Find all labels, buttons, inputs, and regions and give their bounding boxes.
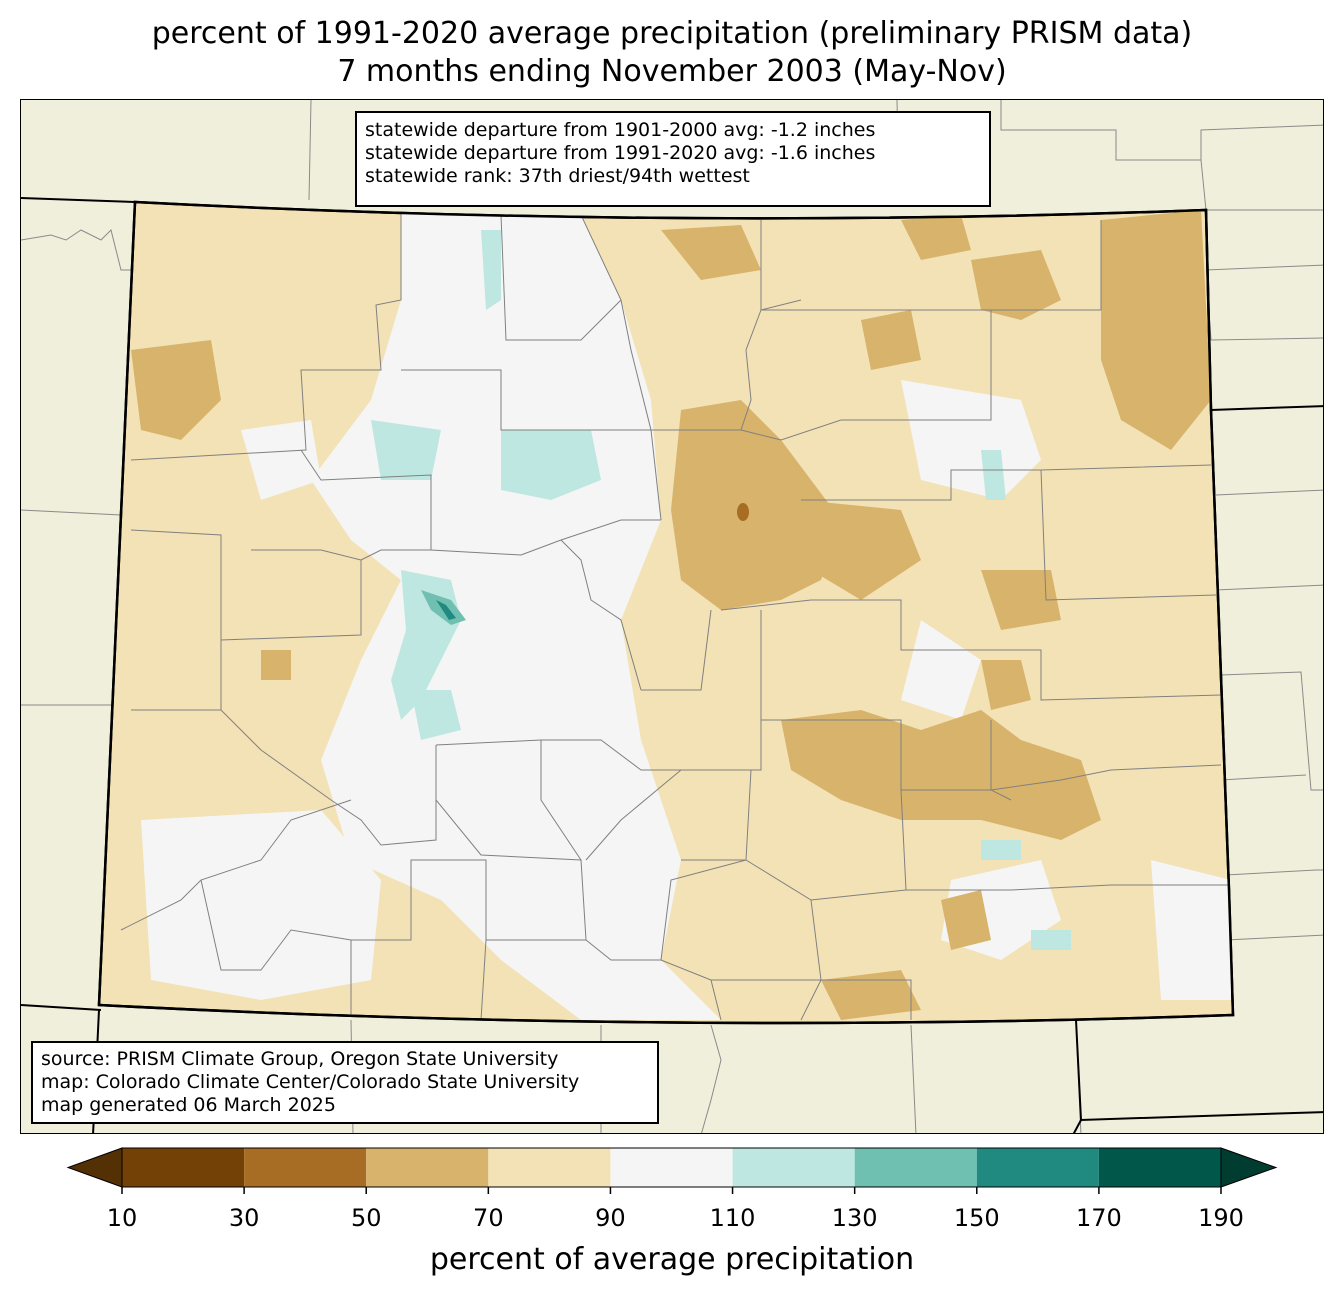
colorbar-bin-6 <box>854 1148 977 1187</box>
colorado-border <box>97 200 1235 1025</box>
map-title-line1: percent of 1991-2020 average precipitati… <box>151 16 1193 51</box>
dry-30-50-regions <box>737 503 749 521</box>
colorbar-bin-4 <box>610 1148 733 1187</box>
wet-150-170-regions <box>436 600 456 620</box>
statewide-stats-box: statewide departure from 1901-2000 avg: … <box>355 111 991 207</box>
colorbar-tick-label-0: 10 <box>106 1204 138 1232</box>
neighbor-state-lines <box>21 197 1323 1133</box>
county-lines <box>120 210 1231 1021</box>
source-box: source: PRISM Climate Group, Oregon Stat… <box>31 1041 659 1124</box>
colorbar-tick-label-3: 70 <box>473 1204 504 1232</box>
colorbar-tick-label-7: 150 <box>953 1204 1000 1232</box>
source-line2: map: Colorado Climate Center/Colorado St… <box>41 1071 580 1093</box>
source-line1: source: PRISM Climate Group, Oregon Stat… <box>41 1048 559 1070</box>
colorbar-bin-2 <box>366 1148 489 1187</box>
colorbar-tick-label-4: 90 <box>595 1204 626 1232</box>
colorbar-label: percent of average precipitation <box>429 1242 915 1277</box>
map-title-line2: 7 months ending November 2003 (May-Nov) <box>337 54 1007 89</box>
colorbar-tick-label-9: 190 <box>1198 1204 1244 1232</box>
colorbar-over-arrow <box>1220 1147 1278 1188</box>
stats-line3: statewide rank: 37th driest/94th wettest <box>365 165 750 187</box>
colorbar-tick-label-5: 110 <box>709 1204 756 1232</box>
colorbar-bin-1 <box>244 1148 367 1187</box>
colorbar-frame <box>121 1147 1222 1188</box>
colorbar-bin-5 <box>732 1148 855 1187</box>
colorbar-bin-8 <box>1098 1148 1221 1187</box>
colorbar-tick-label-8: 170 <box>1075 1204 1122 1232</box>
map-svg <box>21 100 1323 1133</box>
stats-line2: statewide departure from 1991-2020 avg: … <box>365 142 876 164</box>
precip-field <box>120 210 1231 1021</box>
colorbar-tick-label-6: 130 <box>831 1204 878 1232</box>
source-line3: map generated 06 March 2025 <box>41 1094 336 1116</box>
colorbar-tick-label-2: 50 <box>350 1204 382 1232</box>
dry-50-70-regions <box>131 210 1211 1020</box>
colorbar-under-arrow <box>66 1147 123 1188</box>
colorbar <box>66 1147 1278 1194</box>
precipitation-map <box>20 99 1324 1134</box>
stats-line1: statewide departure from 1901-2000 avg: … <box>365 119 876 141</box>
colorbar-bin-0 <box>122 1148 245 1187</box>
colorbar-bin-3 <box>488 1148 611 1187</box>
colorbar-tick-label-1: 30 <box>228 1204 260 1232</box>
colorbar-bin-7 <box>976 1148 1099 1187</box>
